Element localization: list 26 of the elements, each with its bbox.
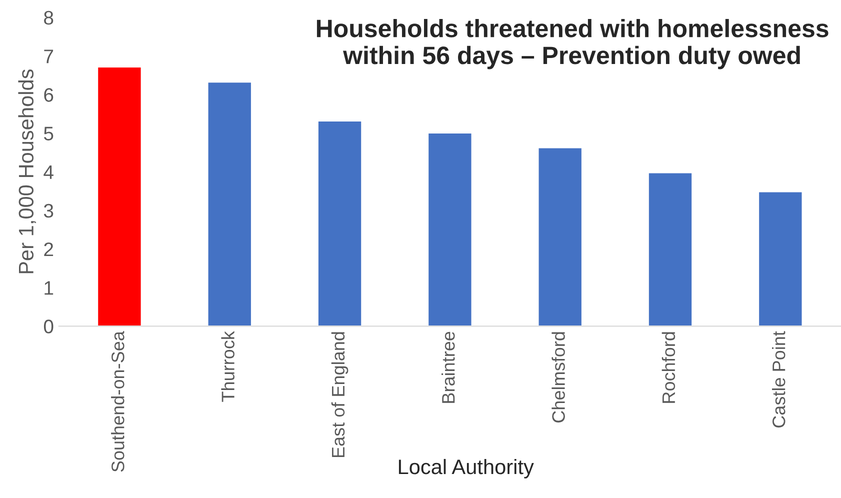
- y-tick-label: 3: [44, 204, 54, 218]
- y-tick-label: 1: [44, 281, 54, 295]
- x-tick-label: Rochford: [662, 332, 676, 403]
- bar: [206, 81, 252, 326]
- x-tick-label: Braintree: [442, 332, 455, 403]
- bar: [537, 146, 583, 326]
- y-tick-label: 7: [44, 50, 54, 64]
- x-tick-label: East of England: [331, 332, 348, 458]
- x-tick-label: Southend-on-Sea: [111, 331, 124, 472]
- y-tick-label: 8: [44, 10, 54, 25]
- y-tick-label: 4: [44, 165, 54, 179]
- y-tick-label: 5: [44, 126, 54, 140]
- bar: [648, 172, 693, 326]
- x-tick-label: Chelmsford: [552, 332, 565, 422]
- bar: [427, 132, 473, 326]
- bar: [758, 190, 804, 326]
- x-axis-title: Local Authority: [398, 458, 534, 478]
- bar: [317, 120, 363, 326]
- y-tick-label: 0: [44, 320, 54, 334]
- x-tick-label: Castle Point: [772, 331, 786, 428]
- y-tick-label: 6: [44, 88, 54, 102]
- bar: [96, 66, 142, 326]
- y-tick-label: 2: [44, 242, 54, 256]
- y-axis-title: Per 1,000 Households: [18, 69, 36, 274]
- text: Households threatened with homelessness within 56 days – Prevention duty owed: [316, 18, 828, 70]
- x-tick-label: Thurrock: [221, 331, 234, 402]
